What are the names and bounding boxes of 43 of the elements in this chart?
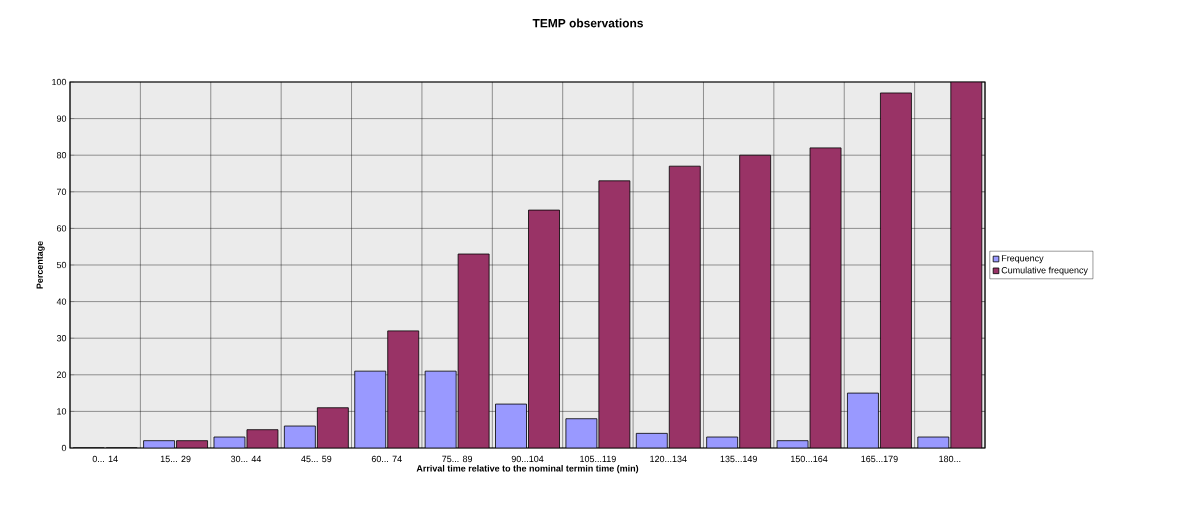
bar — [354, 371, 386, 448]
x-tick-label: 0... 14 — [92, 455, 118, 463]
y-tick-label: 10 — [57, 408, 67, 415]
x-axis-title: Arrival time relative to the nominal termin time (min) — [416, 464, 639, 474]
legend-label: Cumulative frequency — [1001, 266, 1088, 276]
bar — [387, 330, 419, 448]
x-tick-label: 135...149 — [720, 455, 757, 463]
bar — [458, 254, 490, 448]
x-tick-label: 105...119 — [580, 455, 616, 463]
x-tick-label: 30... 44 — [230, 455, 262, 463]
y-tick-label: 50 — [56, 261, 67, 269]
y-tick-label: 40 — [56, 298, 67, 305]
bar — [810, 147, 842, 448]
bar — [847, 393, 879, 448]
bar — [425, 371, 457, 448]
y-tick-label: 90 — [56, 115, 67, 122]
x-tick-label: 165...179 — [861, 455, 898, 463]
x-tick-label: 180... — [939, 455, 961, 463]
y-tick-label: 0 — [61, 444, 67, 452]
bar — [317, 407, 349, 448]
x-tick-label: 60... 74 — [371, 455, 402, 463]
bar — [669, 166, 701, 448]
x-tick-label: 45... 59 — [301, 455, 332, 463]
y-tick-label: 30 — [56, 335, 67, 342]
x-tick-label: 15... 29 — [160, 455, 191, 463]
x-tick-label: 90...104 — [511, 455, 544, 463]
y-tick-label: 100 — [52, 78, 67, 86]
x-tick-label: 120...134 — [650, 455, 687, 463]
y-tick-label: 80 — [56, 152, 67, 159]
bar — [528, 210, 560, 448]
x-tick-label: 75... 89 — [442, 455, 473, 463]
x-tick-label: 150...164 — [791, 455, 828, 463]
bar — [495, 404, 527, 448]
bar — [598, 180, 630, 448]
bar — [950, 82, 983, 448]
y-tick-label: 60 — [56, 225, 67, 232]
y-axis-title: Percentage — [36, 241, 45, 289]
y-tick-label: 20 — [56, 371, 67, 378]
chart-title: TEMP observations — [532, 18, 643, 28]
bar — [739, 155, 771, 448]
y-tick-label: 70 — [56, 188, 67, 195]
bar — [880, 92, 912, 448]
legend-label: Frequency — [1001, 255, 1044, 264]
